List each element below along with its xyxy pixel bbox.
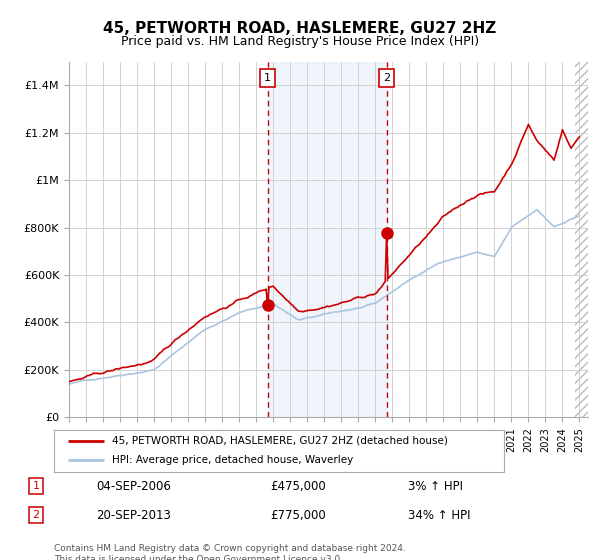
Text: 34% ↑ HPI: 34% ↑ HPI xyxy=(408,508,470,521)
Text: £775,000: £775,000 xyxy=(270,508,326,521)
Text: 45, PETWORTH ROAD, HASLEMERE, GU27 2HZ: 45, PETWORTH ROAD, HASLEMERE, GU27 2HZ xyxy=(103,21,497,36)
Text: £475,000: £475,000 xyxy=(270,479,326,493)
Text: 45, PETWORTH ROAD, HASLEMERE, GU27 2HZ (detached house): 45, PETWORTH ROAD, HASLEMERE, GU27 2HZ (… xyxy=(113,436,448,446)
Text: Contains HM Land Registry data © Crown copyright and database right 2024.
This d: Contains HM Land Registry data © Crown c… xyxy=(54,544,406,560)
Text: 2: 2 xyxy=(383,73,390,83)
Text: HPI: Average price, detached house, Waverley: HPI: Average price, detached house, Wave… xyxy=(113,455,354,465)
Text: 1: 1 xyxy=(264,73,271,83)
Text: 04-SEP-2006: 04-SEP-2006 xyxy=(96,479,171,493)
Text: 1: 1 xyxy=(32,481,40,491)
Text: 2: 2 xyxy=(32,510,40,520)
Text: Price paid vs. HM Land Registry's House Price Index (HPI): Price paid vs. HM Land Registry's House … xyxy=(121,35,479,48)
Bar xyxy=(268,62,386,417)
Text: 3% ↑ HPI: 3% ↑ HPI xyxy=(408,479,463,493)
Text: 20-SEP-2013: 20-SEP-2013 xyxy=(96,508,171,521)
